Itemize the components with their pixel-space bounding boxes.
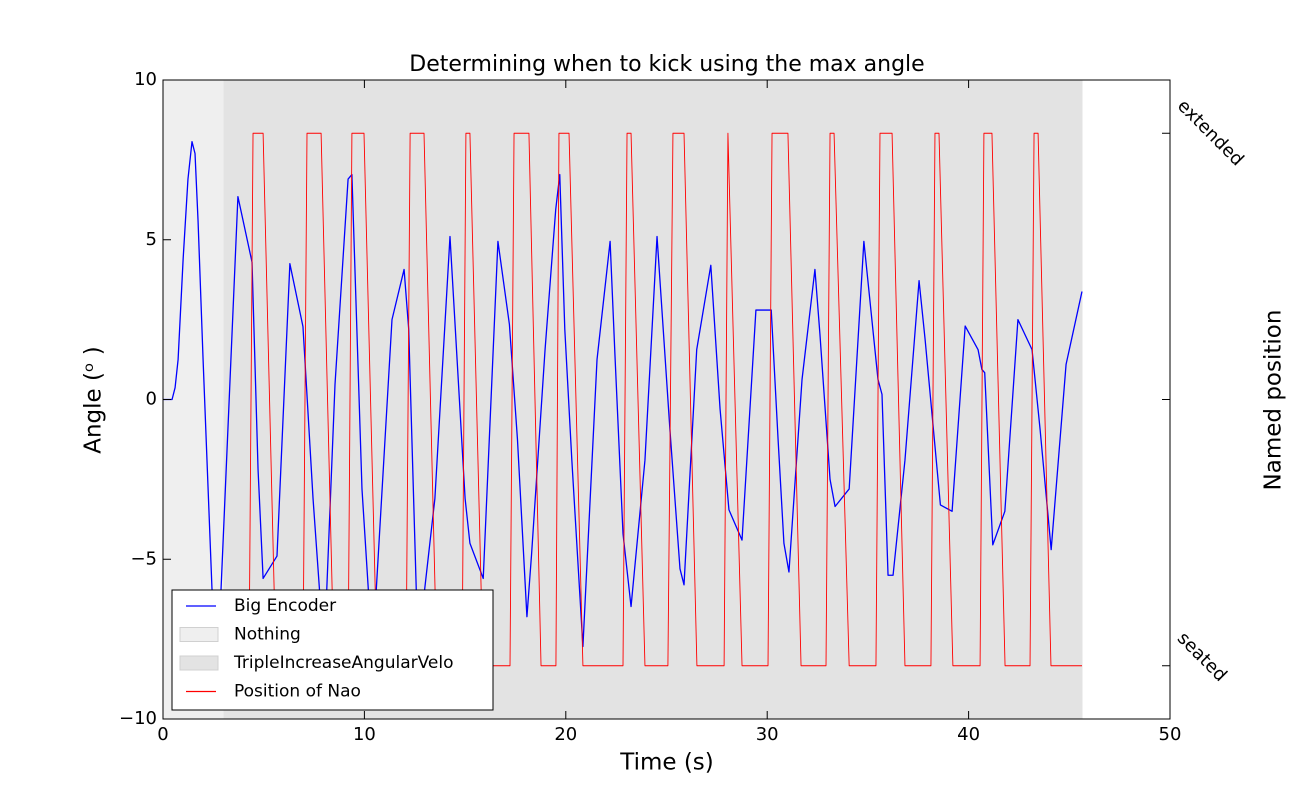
- legend-label: Nothing: [234, 625, 301, 645]
- x-tick-label: 50: [1159, 724, 1182, 745]
- legend: Big Encoder Nothing TripleIncreaseAngularV…: [171, 589, 494, 711]
- y2-tick-label: extended: [1173, 95, 1248, 170]
- line-series: [163, 141, 1083, 675]
- y-axis-label: Angle (ᵒ ): [81, 346, 107, 454]
- y-tick-label: 10: [134, 69, 157, 90]
- legend-box: [171, 589, 494, 711]
- x-axis-label: Time (s): [619, 750, 714, 776]
- legend-label: TripleIncreaseAngularVelo: [233, 653, 454, 673]
- x-tick-label: 30: [756, 724, 779, 745]
- legend-swatch: [179, 627, 219, 642]
- legend-swatch: [179, 655, 219, 671]
- legend-label: Big Encoder: [234, 596, 336, 616]
- chart-title: Determining when to kick using the max a…: [409, 52, 924, 77]
- legend-label: Position of Nao: [234, 682, 361, 702]
- y-tick-label: 0: [146, 389, 157, 410]
- line-series: [224, 132, 1082, 667]
- y-tick-label: −10: [119, 708, 157, 729]
- y-tick-label: −5: [130, 548, 157, 569]
- x-tick-label: 20: [554, 724, 577, 745]
- x-tick-label: 10: [353, 724, 376, 745]
- y2-axis-label: Named position: [1261, 310, 1287, 491]
- x-tick-label: 0: [157, 724, 168, 745]
- y-tick-label: 5: [146, 229, 157, 250]
- y2-tick-label: seated: [1173, 628, 1231, 686]
- x-tick-label: 40: [957, 724, 980, 745]
